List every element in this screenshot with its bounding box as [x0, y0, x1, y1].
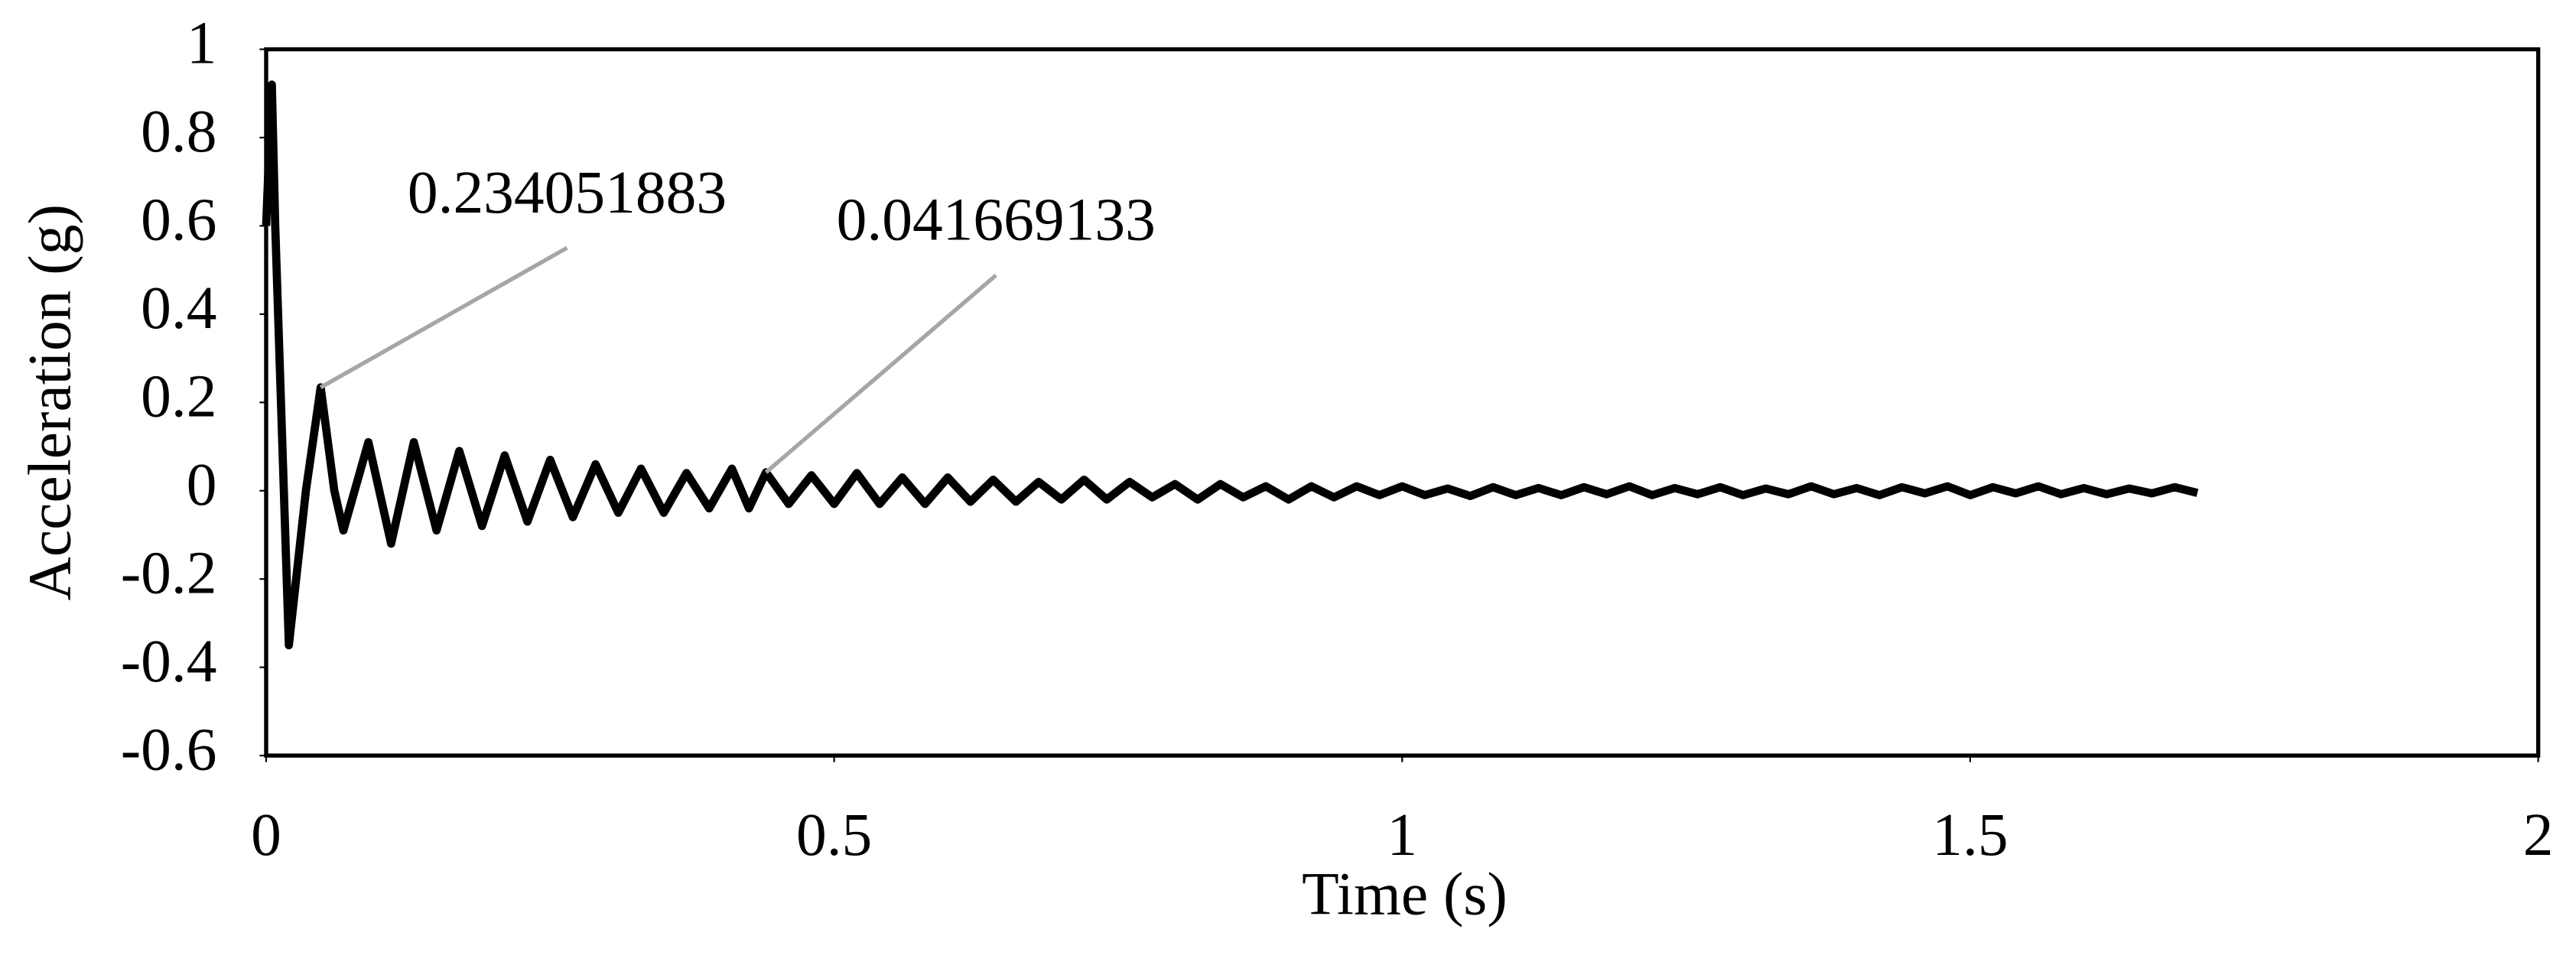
data-label: 0.234051883 — [408, 159, 727, 226]
y-tick-label: -0.2 — [121, 539, 217, 606]
data-label: 0.041669133 — [837, 187, 1156, 254]
y-tick-label: 0.8 — [141, 98, 216, 165]
x-tick-label: 1 — [1387, 801, 1417, 869]
leader-line — [764, 273, 997, 474]
y-tick-label: 0.2 — [141, 363, 216, 431]
y-tick-label: 0.6 — [141, 187, 216, 254]
y-tick-label: 0.4 — [141, 275, 216, 342]
x-tick-label: 0 — [251, 801, 281, 869]
x-tick-label: 1.5 — [1932, 801, 2008, 869]
y-tick-label: 1 — [187, 10, 217, 77]
y-tick-label: -0.6 — [121, 716, 217, 783]
data-line — [262, 80, 2199, 650]
x-axis-title: Time (s) — [1302, 860, 1508, 928]
leader-line — [319, 245, 568, 389]
y-axis-title: Acceleration (g) — [16, 204, 83, 600]
y-tick-label: -0.4 — [121, 628, 217, 695]
x-tick-label: 2 — [2523, 801, 2554, 869]
x-tick-label: 0.5 — [796, 801, 872, 869]
y-tick-label: 0 — [187, 451, 217, 518]
plot-frame — [264, 47, 2541, 758]
